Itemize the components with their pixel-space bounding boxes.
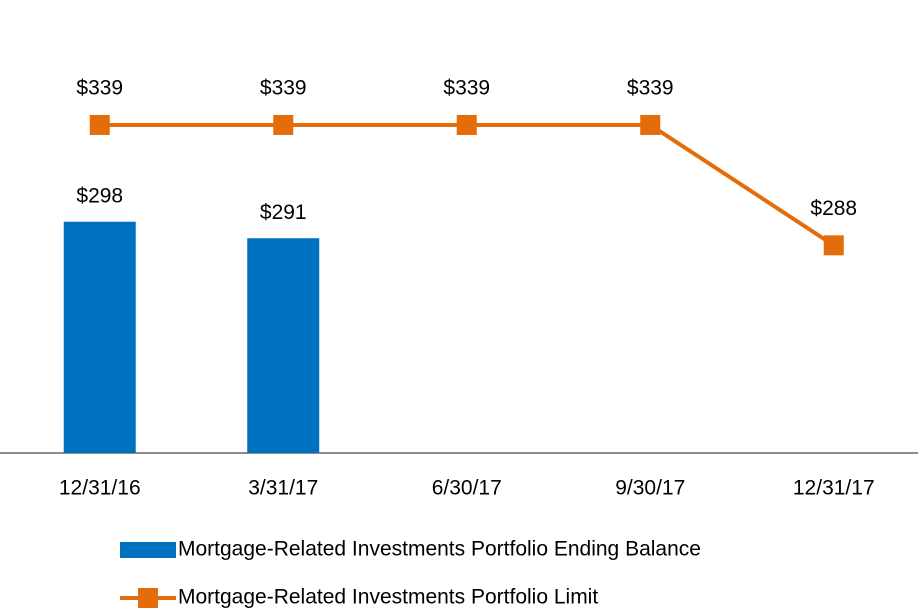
legend-swatch	[138, 588, 158, 608]
data-label: $339	[627, 77, 674, 100]
marker	[823, 235, 844, 256]
marker	[89, 114, 110, 135]
line	[99, 122, 835, 247]
marker	[456, 114, 477, 135]
marker	[640, 114, 661, 135]
data-label: $339	[443, 77, 490, 100]
data-label: $339	[76, 77, 123, 100]
x-tick-label: 12/31/17	[793, 477, 875, 500]
x-tick-label: 9/30/17	[615, 477, 685, 500]
bar	[63, 221, 136, 453]
x-tick-label: 6/30/17	[432, 477, 502, 500]
legend-label: Mortgage-Related Investments Portfolio L…	[178, 586, 598, 609]
x-tick-label: 3/31/17	[248, 477, 318, 500]
x-tick-label: 12/31/16	[59, 477, 141, 500]
data-label: $298	[76, 184, 123, 207]
data-label: $291	[260, 201, 307, 224]
data-label: $339	[260, 77, 307, 100]
marker	[273, 114, 294, 135]
legend-label: Mortgage-Related Investments Portfolio E…	[178, 538, 701, 561]
bar	[247, 238, 320, 453]
data-label: $288	[810, 197, 857, 220]
legend-swatch	[120, 542, 176, 558]
